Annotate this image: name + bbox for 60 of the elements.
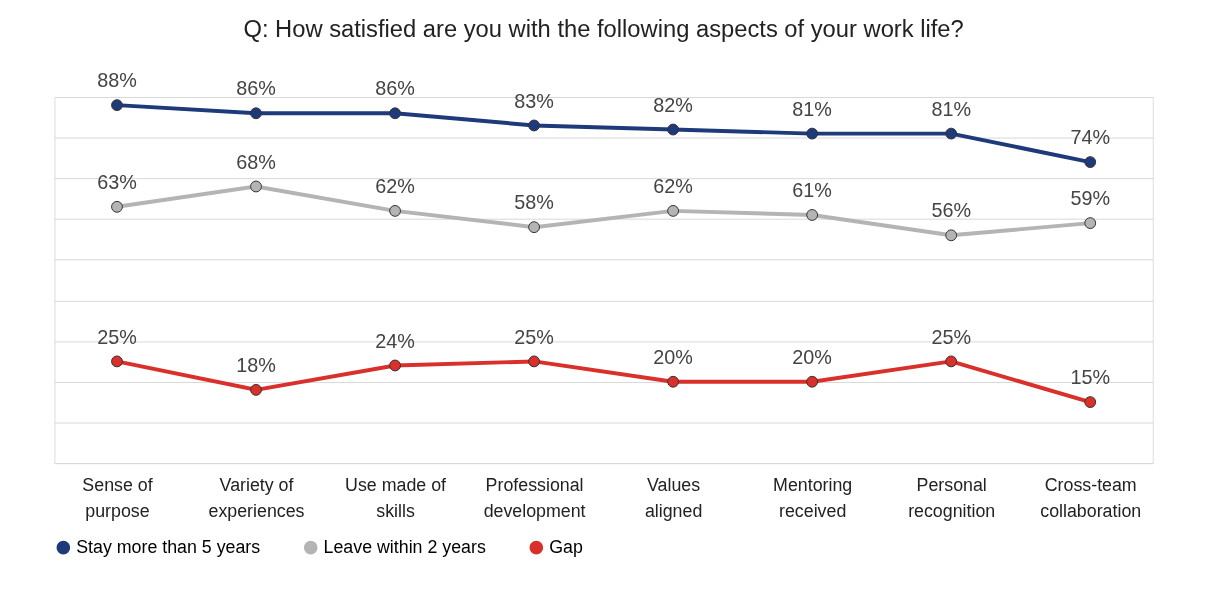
point [528, 221, 541, 234]
data-label: 82% [653, 93, 693, 116]
x-tick-label: Mentoring received [773, 475, 853, 522]
legend-label: Leave within 2 years [323, 536, 486, 557]
point [945, 229, 958, 242]
data-label: 20% [653, 345, 693, 368]
data-label: 24% [375, 329, 415, 352]
data-label: 62% [375, 175, 415, 198]
point [389, 359, 401, 372]
point [250, 107, 262, 120]
data-label: 86% [236, 77, 276, 100]
data-label: 20% [792, 345, 832, 368]
data-label: 56% [931, 199, 971, 222]
point [1084, 217, 1097, 230]
chart-title: Q: How satisfied are you with the following aspects of your work life? [243, 15, 964, 42]
x-tick-label: Cross-team collaboration [1040, 475, 1142, 522]
point [1084, 156, 1097, 168]
point [250, 180, 262, 193]
point [667, 375, 680, 388]
x-tick-label: Personal recognition [908, 475, 996, 522]
data-label: 81% [792, 97, 832, 120]
data-label: 83% [514, 89, 554, 112]
x-tick-label: Use made of skills [345, 475, 447, 522]
point [389, 107, 401, 120]
point [528, 355, 541, 368]
x-tick-label: Values aligned [644, 475, 703, 522]
data-label: 25% [514, 325, 554, 348]
data-label: 86% [375, 77, 415, 100]
x-tick-label: Professional development [483, 475, 586, 522]
data-label: 59% [1070, 187, 1111, 210]
point [250, 383, 262, 396]
point [806, 375, 819, 388]
data-label: 25% [97, 325, 137, 348]
legend-label: Stay more than 5 years [76, 536, 261, 557]
data-label: 58% [514, 191, 554, 214]
data-label: 68% [236, 150, 276, 173]
point [945, 355, 958, 368]
data-label: 15% [1070, 366, 1111, 389]
point [111, 200, 123, 213]
point [111, 99, 123, 112]
point [111, 355, 123, 368]
legend-label: Gap [549, 536, 583, 557]
x-tick-label: Variety of experiences [208, 475, 305, 522]
data-label: 74% [1070, 126, 1111, 149]
point [528, 119, 541, 132]
data-label: 25% [931, 325, 971, 348]
point [667, 123, 680, 136]
point [389, 204, 401, 217]
x-tick-label: Sense of purpose [82, 475, 153, 522]
data-label: 62% [653, 175, 693, 198]
data-label: 63% [97, 171, 137, 194]
data-label: 18% [236, 354, 276, 377]
point [1084, 396, 1097, 408]
point [806, 209, 819, 221]
point [806, 127, 819, 140]
data-label: 81% [931, 97, 971, 120]
point [667, 204, 680, 217]
data-label: 88% [97, 69, 137, 92]
point [945, 127, 958, 140]
data-label: 61% [792, 179, 832, 202]
